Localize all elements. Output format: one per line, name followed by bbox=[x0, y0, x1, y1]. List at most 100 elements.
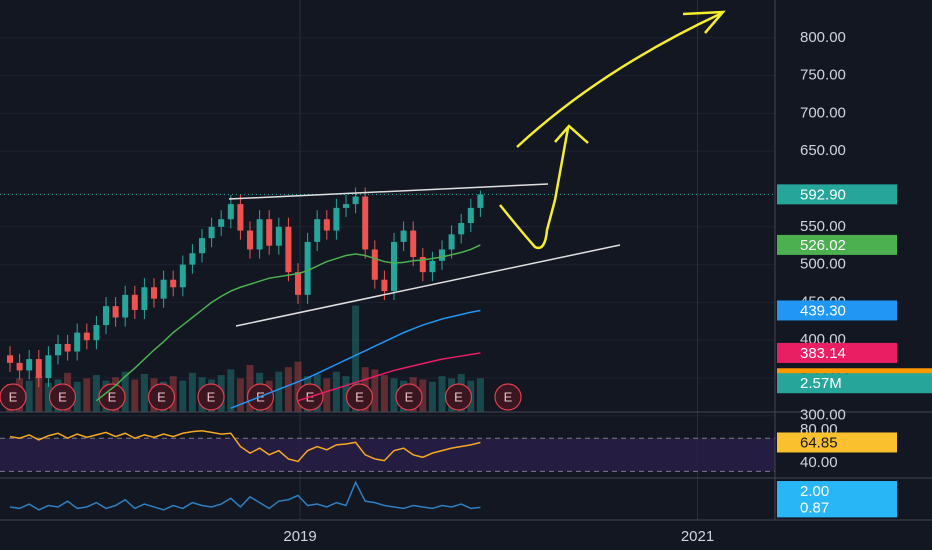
candle-body bbox=[83, 332, 90, 341]
candle-body bbox=[55, 343, 61, 356]
volume-bar bbox=[188, 372, 196, 412]
candle-body bbox=[170, 279, 177, 288]
candle-body bbox=[141, 287, 148, 310]
earnings-label: E bbox=[157, 389, 166, 404]
earnings-label: E bbox=[108, 389, 117, 404]
arrow-head bbox=[554, 124, 589, 144]
y-tick-label: 300.00 bbox=[800, 407, 846, 424]
volume-bar bbox=[428, 381, 436, 412]
price-tag bbox=[777, 234, 897, 255]
arrow bbox=[499, 127, 570, 250]
volume-bar bbox=[476, 378, 484, 412]
candle-body bbox=[285, 226, 292, 273]
price-tag-label: 0.87 bbox=[800, 499, 829, 516]
arrow-head bbox=[682, 10, 726, 34]
candle-body bbox=[45, 355, 52, 378]
candle-body bbox=[26, 359, 33, 371]
rsi-band bbox=[0, 438, 775, 472]
trendline bbox=[228, 183, 549, 200]
price-tag bbox=[777, 481, 897, 502]
volume-bar bbox=[419, 379, 427, 412]
volume-bar bbox=[227, 369, 235, 412]
candle-body bbox=[314, 219, 321, 242]
volume-bar bbox=[438, 376, 446, 412]
candle-body bbox=[362, 196, 369, 250]
moving-average bbox=[297, 352, 481, 402]
x-tick-label: 2021 bbox=[681, 528, 714, 545]
rsi-line bbox=[9, 429, 481, 463]
annotations bbox=[228, 10, 726, 327]
moving-average bbox=[95, 244, 481, 402]
earnings-marker bbox=[147, 383, 176, 411]
volume-bar bbox=[284, 367, 292, 412]
volume-bar bbox=[323, 378, 331, 412]
earnings-label: E bbox=[58, 389, 67, 404]
volume-bar bbox=[179, 380, 187, 412]
earnings-label: E bbox=[504, 389, 513, 404]
candle-body bbox=[333, 207, 340, 231]
y-tick-label: 650.00 bbox=[800, 142, 846, 159]
candle-body bbox=[295, 272, 301, 295]
candle-body bbox=[151, 287, 157, 299]
candle-body bbox=[93, 325, 100, 341]
candle-body bbox=[189, 253, 196, 265]
y-tick-label: 700.00 bbox=[800, 104, 846, 121]
candle-body bbox=[304, 241, 311, 295]
candle-body bbox=[458, 223, 465, 235]
volume-bar bbox=[83, 378, 91, 412]
volume-bar bbox=[371, 369, 379, 412]
volume-bar bbox=[44, 382, 52, 412]
price-tag-label: 383.14 bbox=[800, 345, 846, 362]
candle-body bbox=[7, 355, 13, 363]
candle-body bbox=[35, 359, 42, 378]
candle-body bbox=[266, 219, 273, 246]
earnings-marker bbox=[345, 383, 374, 411]
candle-body bbox=[122, 294, 129, 318]
price-tag bbox=[777, 497, 897, 518]
price-tag bbox=[777, 342, 897, 363]
volume-bar bbox=[92, 375, 100, 412]
candle-body bbox=[477, 194, 484, 208]
earnings-label: E bbox=[454, 389, 463, 404]
volume-bar bbox=[73, 381, 81, 412]
candle-body bbox=[439, 249, 445, 261]
rsi-tick-label: 40.00 bbox=[800, 454, 838, 471]
candle-body bbox=[256, 219, 263, 250]
candle-body bbox=[429, 260, 436, 273]
candle-body bbox=[237, 204, 244, 231]
arrow bbox=[516, 11, 723, 148]
price-tag-label: 2.57M bbox=[800, 375, 842, 392]
candle-body bbox=[323, 219, 330, 231]
y-tick-label: 500.00 bbox=[800, 256, 846, 273]
volume-bar bbox=[352, 305, 360, 412]
volume-bar bbox=[380, 375, 388, 412]
volume-bar bbox=[236, 378, 244, 412]
y-tick-label: 800.00 bbox=[800, 29, 846, 46]
indicator-line bbox=[9, 480, 481, 511]
candle-body bbox=[218, 219, 225, 227]
earnings-marker bbox=[444, 383, 473, 411]
price-tag-label: 526.02 bbox=[800, 237, 846, 254]
candle-body bbox=[352, 196, 359, 205]
candle-body bbox=[131, 294, 138, 310]
candle-body bbox=[208, 226, 215, 239]
price-tag-label: 439.30 bbox=[800, 302, 846, 319]
candle-body bbox=[448, 234, 455, 250]
price-tag-label: 64.85 bbox=[800, 434, 838, 451]
earnings-label: E bbox=[207, 389, 216, 404]
volume-bar bbox=[332, 371, 340, 412]
volume-bar bbox=[140, 373, 148, 412]
candle-body bbox=[467, 207, 474, 224]
earnings-label: E bbox=[405, 389, 414, 404]
candle-body bbox=[247, 230, 253, 250]
moving-average bbox=[230, 309, 481, 409]
candle-body bbox=[371, 249, 378, 280]
candle-body bbox=[199, 238, 205, 254]
volume-bar bbox=[25, 380, 33, 412]
earnings-label: E bbox=[355, 389, 364, 404]
earnings-marker bbox=[494, 383, 522, 411]
earnings-marker bbox=[395, 383, 423, 411]
